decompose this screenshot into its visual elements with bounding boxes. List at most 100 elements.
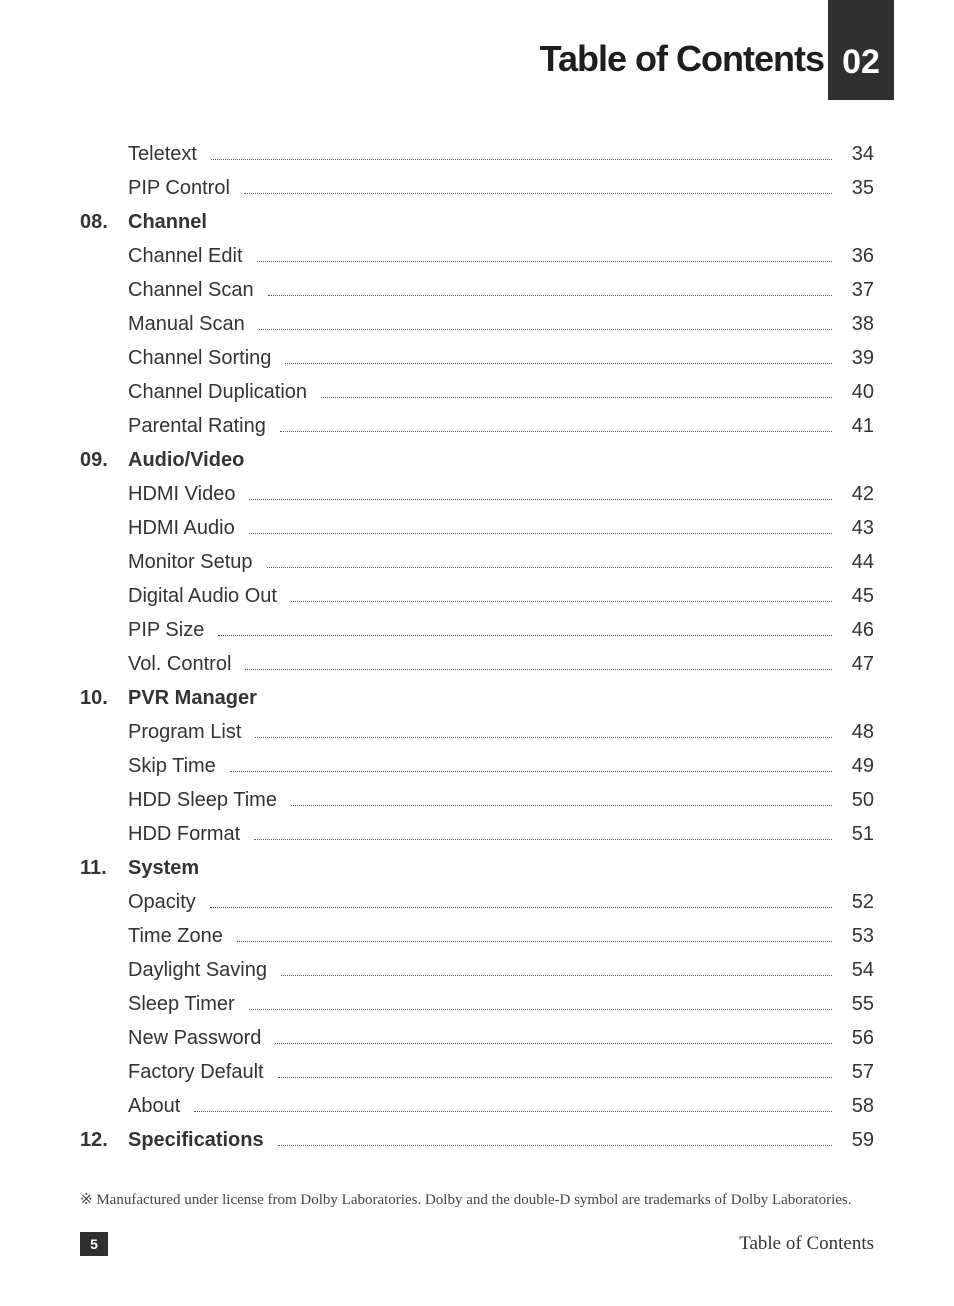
page-header: Table of Contents 02 bbox=[0, 0, 954, 110]
entry-page: 53 bbox=[840, 925, 874, 948]
dot-leader bbox=[267, 567, 832, 568]
entry-page: 55 bbox=[840, 993, 874, 1016]
entry-page: 34 bbox=[840, 143, 874, 166]
toc-chapter-row: 10.PVR Manager bbox=[80, 684, 874, 718]
toc-chapter-row: 09.Audio/Video bbox=[80, 446, 874, 480]
dot-leader bbox=[244, 193, 832, 194]
entry-label: PVR Manager bbox=[128, 687, 257, 710]
page-number-badge: 5 bbox=[80, 1232, 108, 1256]
chapter-number: 12. bbox=[80, 1129, 128, 1152]
dot-leader bbox=[249, 533, 832, 534]
dot-leader bbox=[194, 1111, 832, 1112]
entry-label: Specifications bbox=[128, 1129, 264, 1152]
dot-leader bbox=[230, 771, 832, 772]
toc-entry-row: Program List 48 bbox=[80, 718, 874, 752]
dot-leader bbox=[285, 363, 832, 364]
toc-entry-row: New Password 56 bbox=[80, 1024, 874, 1058]
toc-entry-row: About 58 bbox=[80, 1092, 874, 1126]
entry-label: HDD Format bbox=[128, 823, 240, 846]
entry-page: 35 bbox=[840, 177, 874, 200]
toc-entry-row: Daylight Saving 54 bbox=[80, 956, 874, 990]
entry-page: 57 bbox=[840, 1061, 874, 1084]
entry-page: 52 bbox=[840, 891, 874, 914]
dot-leader bbox=[210, 907, 832, 908]
header-title: Table of Contents bbox=[540, 38, 824, 80]
entry-label: HDMI Audio bbox=[128, 517, 235, 540]
toc-entry-row: Channel Duplication40 bbox=[80, 378, 874, 412]
entry-label: Digital Audio Out bbox=[128, 585, 277, 608]
entry-page: 39 bbox=[840, 347, 874, 370]
toc-entry-row: HDD Sleep Time50 bbox=[80, 786, 874, 820]
chapter-badge: 02 bbox=[828, 0, 894, 100]
toc-entry-row: Time Zone 53 bbox=[80, 922, 874, 956]
entry-label: New Password bbox=[128, 1027, 261, 1050]
entry-page: 56 bbox=[840, 1027, 874, 1050]
toc-entry-row: HDMI Video42 bbox=[80, 480, 874, 514]
toc-chapter-row: 08.Channel bbox=[80, 208, 874, 242]
entry-label: About bbox=[128, 1095, 180, 1118]
toc-entry-row: PIP Size 46 bbox=[80, 616, 874, 650]
toc-entry-row: HDD Format 51 bbox=[80, 820, 874, 854]
footnote: ※ Manufactured under license from Dolby … bbox=[0, 1170, 954, 1209]
entry-label: Program List bbox=[128, 721, 241, 744]
toc-entry-row: Digital Audio Out 45 bbox=[80, 582, 874, 616]
entry-label: HDMI Video bbox=[128, 483, 235, 506]
entry-label: Daylight Saving bbox=[128, 959, 267, 982]
entry-page: 47 bbox=[840, 653, 874, 676]
entry-label: Teletext bbox=[128, 143, 197, 166]
entry-page: 58 bbox=[840, 1095, 874, 1118]
dot-leader bbox=[249, 1009, 832, 1010]
page-footer: 5 Table of Contents bbox=[0, 1232, 954, 1256]
entry-label: HDD Sleep Time bbox=[128, 789, 277, 812]
entry-page: 51 bbox=[840, 823, 874, 846]
dot-leader bbox=[255, 737, 832, 738]
dot-leader bbox=[211, 159, 832, 160]
toc-entry-row: Vol. Control47 bbox=[80, 650, 874, 684]
toc-entry-row: PIP Control 35 bbox=[80, 174, 874, 208]
dot-leader bbox=[275, 1043, 832, 1044]
entry-label: Parental Rating bbox=[128, 415, 266, 438]
chapter-number: 10. bbox=[80, 687, 128, 710]
toc-entry-row: Monitor Setup44 bbox=[80, 548, 874, 582]
toc-chapter-row: 12.Specifications 59 bbox=[80, 1126, 874, 1160]
entry-label: Opacity bbox=[128, 891, 196, 914]
entry-page: 45 bbox=[840, 585, 874, 608]
entry-label: Time Zone bbox=[128, 925, 223, 948]
entry-label: PIP Size bbox=[128, 619, 204, 642]
dot-leader bbox=[259, 329, 832, 330]
entry-page: 44 bbox=[840, 551, 874, 574]
entry-label: Audio/Video bbox=[128, 449, 244, 472]
toc-entry-row: HDMI Audio 43 bbox=[80, 514, 874, 548]
dot-leader bbox=[237, 941, 832, 942]
entry-label: Channel Edit bbox=[128, 245, 243, 268]
dot-leader bbox=[281, 975, 832, 976]
footer-title: Table of Contents bbox=[739, 1233, 874, 1255]
dot-leader bbox=[280, 431, 832, 432]
entry-label: Manual Scan bbox=[128, 313, 245, 336]
entry-label: Channel Sorting bbox=[128, 347, 271, 370]
toc-entry-row: Skip Time49 bbox=[80, 752, 874, 786]
toc-entry-row: Parental Rating 41 bbox=[80, 412, 874, 446]
toc-entry-row: Channel Edit36 bbox=[80, 242, 874, 276]
entry-page: 59 bbox=[840, 1129, 874, 1152]
dot-leader bbox=[218, 635, 832, 636]
entry-page: 46 bbox=[840, 619, 874, 642]
dot-leader bbox=[249, 499, 832, 500]
dot-leader bbox=[291, 601, 832, 602]
dot-leader bbox=[268, 295, 832, 296]
entry-page: 48 bbox=[840, 721, 874, 744]
entry-page: 54 bbox=[840, 959, 874, 982]
entry-label: Factory Default bbox=[128, 1061, 264, 1084]
dot-leader bbox=[245, 669, 832, 670]
entry-label: Channel bbox=[128, 211, 207, 234]
entry-label: PIP Control bbox=[128, 177, 230, 200]
toc-entry-row: Channel Sorting 39 bbox=[80, 344, 874, 378]
entry-page: 43 bbox=[840, 517, 874, 540]
toc-entry-row: Teletext 34 bbox=[80, 140, 874, 174]
toc-entry-row: Manual Scan38 bbox=[80, 310, 874, 344]
entry-label: Skip Time bbox=[128, 755, 216, 778]
entry-page: 41 bbox=[840, 415, 874, 438]
entry-page: 40 bbox=[840, 381, 874, 404]
toc-chapter-row: 11.System bbox=[80, 854, 874, 888]
toc-entry-row: Opacity 52 bbox=[80, 888, 874, 922]
